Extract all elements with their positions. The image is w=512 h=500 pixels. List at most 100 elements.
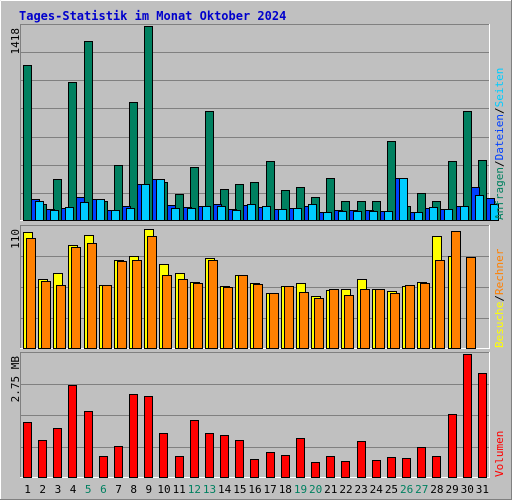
- legend-item: Rechner: [493, 248, 506, 295]
- bar-volumen: [235, 440, 244, 478]
- y-max-label: 1418: [9, 28, 22, 55]
- bar-seiten: [126, 208, 135, 221]
- day-label: 25: [385, 483, 398, 496]
- day-label: 30: [461, 483, 474, 496]
- legend-item: Seiten: [493, 68, 506, 108]
- bar-seiten: [444, 209, 453, 221]
- day-label: 17: [264, 483, 277, 496]
- bar-rechner: [238, 275, 248, 349]
- day-label: 2: [39, 483, 46, 496]
- bar-rechner: [284, 286, 294, 349]
- bar-volumen: [68, 385, 77, 478]
- bar-volumen: [432, 456, 441, 478]
- legend-separator: /: [493, 160, 506, 167]
- bar-volumen: [326, 456, 335, 478]
- bar-volumen: [205, 433, 214, 478]
- day-label: 16: [248, 483, 261, 496]
- legend-separator: /: [493, 107, 506, 114]
- bar-rechner: [390, 293, 400, 349]
- panel-visits: 110: [9, 225, 490, 349]
- day-label: 26: [400, 483, 413, 496]
- day-labels: 1 2 3 4 5 6 7 8 9 10 11 12 13 14 15 16 17 18 19 20 21 22 23 24 2…: [24, 483, 489, 496]
- legend-visits: Besuche/Rechner: [493, 248, 506, 348]
- bar-rechner: [466, 257, 476, 349]
- day-label: 9: [146, 483, 153, 496]
- bar-volumen: [311, 462, 320, 478]
- bar-rechner: [223, 287, 233, 349]
- bar-rechner: [314, 298, 324, 349]
- bar-seiten: [35, 201, 44, 221]
- bar-seiten: [323, 212, 332, 221]
- bar-seiten: [111, 210, 120, 221]
- panels-layer: 1418 110 2.75 MB: [9, 24, 499, 478]
- bar-rechner: [117, 261, 127, 349]
- day-label: 23: [355, 483, 368, 496]
- bar-seiten: [353, 211, 362, 221]
- bar-rechner: [299, 292, 309, 349]
- panel-requests: 1418: [9, 24, 499, 221]
- bar-volumen: [38, 440, 47, 478]
- y-max-label: 2.75 MB: [9, 356, 22, 403]
- bar-volumen: [144, 396, 153, 478]
- bar-volumen: [175, 456, 184, 478]
- bar-anfragen: [463, 111, 472, 221]
- bar-anfragen: [129, 102, 138, 221]
- bar-volumen: [159, 433, 168, 478]
- bar-rechner: [132, 260, 142, 349]
- legend-item: Volumen: [493, 431, 506, 477]
- bar-volumen: [220, 435, 229, 478]
- bar-seiten: [171, 208, 180, 221]
- bar-rechner: [41, 281, 51, 349]
- day-label: 28: [430, 483, 443, 496]
- day-label: 7: [115, 483, 122, 496]
- bar-anfragen: [68, 82, 77, 221]
- day-label: 20: [309, 483, 322, 496]
- bar-seiten: [247, 204, 256, 221]
- bar-rechner: [56, 285, 66, 349]
- bar-seiten: [202, 206, 211, 221]
- series-rechner: [26, 231, 476, 349]
- day-label: 19: [294, 483, 307, 496]
- legend-item: Anfragen: [493, 167, 506, 220]
- day-label: 29: [445, 483, 458, 496]
- bar-volumen: [23, 422, 32, 478]
- day-label: 15: [233, 483, 246, 496]
- bar-anfragen: [23, 65, 32, 221]
- bar-rechner: [102, 285, 112, 349]
- bar-volumen: [357, 441, 366, 478]
- bar-volumen: [417, 447, 426, 478]
- bar-volumen: [99, 456, 108, 478]
- bar-volumen: [84, 411, 93, 478]
- bar-volumen: [114, 446, 123, 478]
- bar-rechner: [329, 289, 339, 349]
- day-label: 14: [218, 483, 232, 496]
- series-seiten: [35, 178, 499, 221]
- bar-anfragen: [84, 41, 93, 221]
- bar-rechner: [405, 285, 415, 349]
- bar-volumen: [372, 460, 381, 478]
- legend-volume: Volumen: [493, 431, 506, 477]
- bar-volumen: [296, 438, 305, 478]
- bar-volumen: [129, 394, 138, 478]
- bar-volumen: [387, 457, 396, 478]
- bar-seiten: [262, 206, 271, 221]
- bar-seiten: [50, 210, 59, 221]
- bar-seiten: [414, 212, 423, 221]
- bar-seiten: [399, 178, 408, 221]
- bar-rechner: [451, 231, 461, 349]
- panel-volume: 2.75 MB: [9, 352, 490, 478]
- bar-rechner: [344, 295, 354, 349]
- day-label: 1: [24, 483, 31, 496]
- bar-seiten: [217, 206, 226, 221]
- bar-volumen: [463, 354, 472, 478]
- bar-seiten: [187, 208, 196, 221]
- legend-separator: /: [493, 295, 506, 302]
- legend-item: Besuche: [493, 302, 506, 348]
- bar-rechner: [435, 260, 445, 349]
- bar-seiten: [475, 195, 484, 221]
- bar-seiten: [490, 204, 499, 221]
- bar-seiten: [308, 204, 317, 221]
- bar-seiten: [96, 199, 105, 221]
- bar-volumen: [190, 420, 199, 478]
